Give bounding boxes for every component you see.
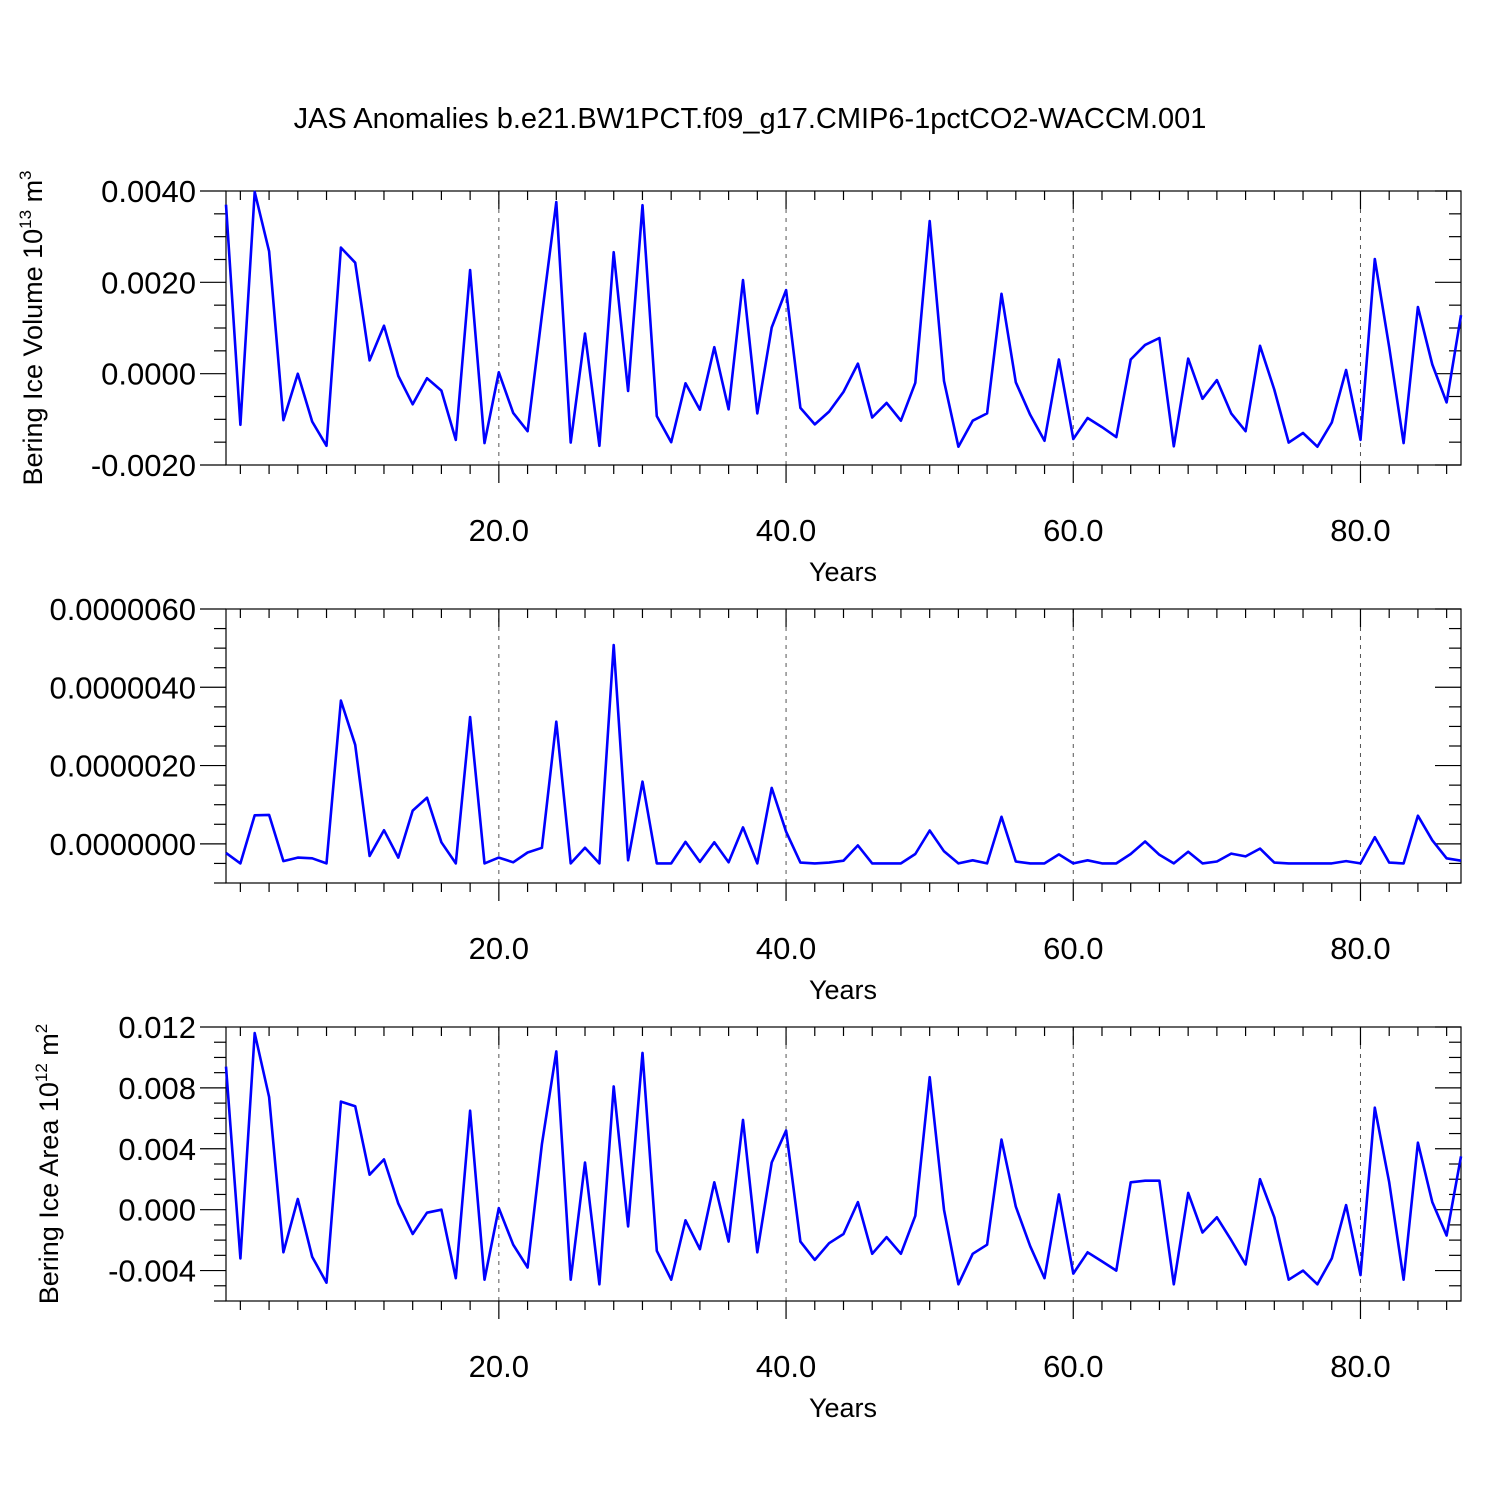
x-tick-label: 80.0 (1330, 513, 1390, 548)
y-tick-label: 0.0020 (101, 265, 196, 300)
x-tick-label: 40.0 (756, 513, 816, 548)
y-tick-label: 0.0040 (101, 174, 196, 209)
y-axis-label-unit-exponent: 2 (32, 1024, 51, 1033)
y-tick-label: 0.0000000 (49, 827, 196, 862)
x-tick-label: 60.0 (1043, 513, 1103, 548)
x-tick-label: 60.0 (1043, 931, 1103, 966)
y-tick-label: 0.008 (118, 1071, 196, 1106)
x-tick-label: 40.0 (756, 1349, 816, 1384)
y-tick-label: 0.0000040 (49, 670, 196, 705)
y-tick-label: 0.0000060 (49, 592, 196, 627)
chart-title: JAS Anomalies b.e21.BW1PCT.f09_g17.CMIP6… (294, 103, 1207, 135)
x-tick-label: 80.0 (1330, 1349, 1390, 1384)
series-line (224, 1031, 1463, 1286)
area-panel: 20.0 40.0 60.0 80.0 Years -0.004 0.000 0.004 0.0… (32, 1010, 1463, 1423)
x-axis-label: Years (809, 557, 877, 587)
y-tick-label: 0.004 (118, 1132, 196, 1167)
x-tick-label: 40.0 (756, 931, 816, 966)
x-axis-label: Years (809, 975, 877, 1005)
y-tick-label: 0.012 (118, 1010, 196, 1045)
plot-frame (225, 608, 1462, 884)
y-tick-label: 0.0000 (101, 357, 196, 392)
y-tick-label: 0.0000020 (49, 749, 196, 784)
y-axis-label-unit-exponent: 3 (16, 170, 35, 179)
plot-frame (225, 190, 1462, 466)
y-tick-label: -0.004 (108, 1254, 196, 1289)
x-tick-label: 20.0 (469, 1349, 529, 1384)
series-line (224, 190, 1463, 449)
y-axis-label-exponent: 12 (32, 1063, 51, 1082)
y-tick-label: -0.0020 (91, 448, 196, 483)
y-axis-label: Bering Ice Volume 1013 m3 (16, 170, 48, 485)
plot-frame (225, 1026, 1462, 1302)
y-axis-label-exponent: 13 (16, 210, 35, 229)
x-tick-label: 20.0 (469, 931, 529, 966)
volume-panel: 20.0 40.0 60.0 80.0 Years -0.0020 0.0000 0.0020… (16, 170, 1463, 587)
y-axis-label-text: Bering Ice Volume 10 (18, 229, 48, 486)
series-line (225, 643, 1462, 865)
x-tick-label: 80.0 (1330, 931, 1390, 966)
x-tick-label: 20.0 (469, 513, 529, 548)
y-tick-label: 0.000 (118, 1193, 196, 1228)
y-axis-label: Bering Ice Area 1012 m2 (32, 1024, 64, 1305)
y-axis-label-text: Bering Ice Area 10 (34, 1082, 64, 1304)
middle-panel: 20.0 40.0 60.0 80.0 Years 0.0000000 0.0000020 0… (49, 592, 1462, 1005)
x-axis-label: Years (809, 1393, 877, 1423)
y-axis-label-unit: m (34, 1033, 64, 1063)
y-axis-label-unit: m (18, 180, 48, 210)
x-tick-label: 60.0 (1043, 1349, 1103, 1384)
